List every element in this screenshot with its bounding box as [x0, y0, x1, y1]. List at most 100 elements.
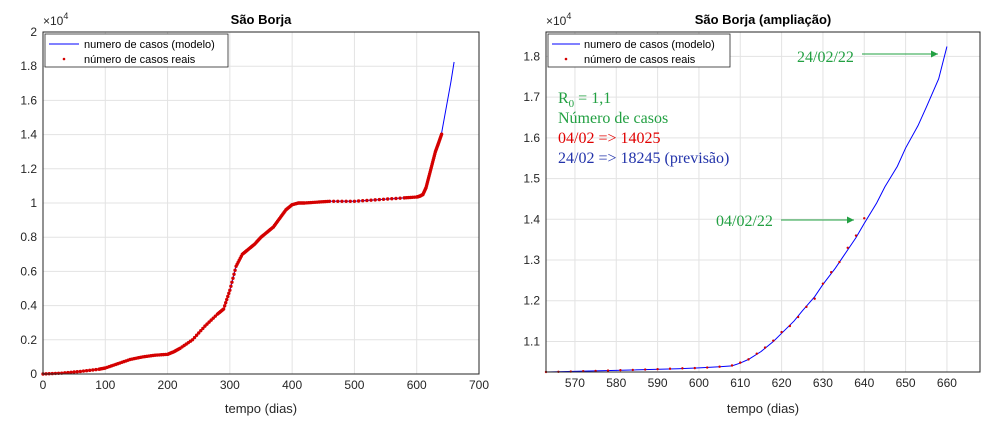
data-point-real	[91, 368, 95, 372]
x-tick-label: 590	[648, 376, 668, 390]
y-tick-label: 1.4	[20, 128, 37, 142]
x-axis-label: tempo (dias)	[225, 401, 297, 416]
data-point-real	[772, 339, 775, 342]
x-tick-label: 600	[689, 376, 709, 390]
legend-box	[44, 33, 229, 68]
data-point-real	[863, 217, 866, 220]
x-tick-label: 400	[282, 378, 302, 392]
y-tick-label: 1.8	[523, 49, 540, 63]
data-point-real	[377, 197, 382, 202]
data-point-real	[369, 198, 373, 202]
data-point-real	[656, 367, 659, 371]
data-point-real	[66, 370, 70, 375]
data-point-real	[854, 234, 858, 237]
data-point-real	[747, 358, 750, 361]
y-tick-label: 1.3	[523, 253, 540, 267]
data-point-real	[348, 199, 352, 203]
data-point-real	[94, 367, 98, 372]
y-exponent-label: ×104	[546, 11, 571, 28]
legend-marker-real	[62, 57, 66, 61]
data-point-real	[631, 368, 634, 372]
data-point-real	[813, 297, 816, 300]
data-point-real	[788, 324, 792, 328]
data-point-real	[398, 196, 402, 200]
data-point-real	[830, 271, 833, 274]
data-point-real	[356, 199, 361, 203]
data-point-real	[331, 199, 336, 203]
legend-entry-real: número de casos reais	[84, 54, 196, 66]
data-point-real	[373, 198, 377, 202]
data-point-real	[381, 197, 386, 201]
data-point-real	[668, 367, 672, 370]
data-point-real	[190, 338, 195, 342]
series-layer	[544, 46, 948, 374]
y-tick-label: 1.4	[523, 212, 540, 226]
data-point-real	[72, 370, 76, 374]
chart-title: São Borja	[231, 12, 292, 27]
annotation-r0: R0 = 1,1	[558, 90, 611, 110]
data-point-real	[344, 199, 348, 203]
data-point-real	[78, 369, 83, 374]
annotation-date-0402: 04/02/22	[716, 213, 773, 230]
data-point-real	[194, 333, 199, 337]
data-point-real	[199, 328, 203, 333]
y-tick-label: 1.8	[20, 59, 37, 73]
data-point-real	[619, 368, 622, 372]
data-point-real	[197, 331, 201, 335]
data-point-real	[88, 368, 92, 373]
data-point-real	[232, 272, 236, 276]
x-axis-label: tempo (dias)	[727, 401, 799, 416]
data-point-real	[327, 199, 332, 203]
chart-title: São Borja (ampliação)	[695, 12, 832, 27]
data-point-real	[224, 301, 228, 305]
data-point-real	[755, 352, 758, 355]
data-point-real	[730, 364, 734, 367]
series-layer	[41, 61, 455, 376]
x-tick-label: 570	[565, 376, 585, 390]
data-point-real	[739, 361, 742, 364]
data-point-real	[221, 307, 226, 311]
chart-left: 0 100 200 300 400 500 600 700 0 0.2 0.4 0.6 0.8 1 1.2 1…	[20, 11, 489, 416]
annotation-cases-heading: Número de casos	[558, 110, 668, 127]
tick-labels: 0 100 200 300 400 500 600 700 0 0.2 0.4 0.6 0.8 1 1.2 1…	[20, 25, 489, 392]
x-tick-label: 500	[344, 378, 364, 392]
data-point-real	[222, 304, 227, 308]
x-tick-label: 610	[730, 376, 750, 390]
x-tick-label: 660	[937, 376, 957, 390]
y-tick-label: 1.6	[523, 131, 540, 145]
data-point-real	[53, 371, 58, 376]
y-tick-label: 0	[30, 367, 37, 381]
y-tick-label: 1.6	[20, 93, 37, 107]
data-point-real	[644, 368, 647, 371]
data-point-real	[75, 370, 79, 374]
annotation-cases-0402: 04/02 => 14025	[558, 130, 661, 147]
y-exponent-label: ×104	[43, 11, 68, 28]
data-point-real	[233, 268, 237, 272]
data-point-real	[846, 246, 849, 250]
y-tick-label: 2	[30, 25, 37, 39]
data-point-real	[231, 276, 235, 280]
x-tick-label: 600	[407, 378, 427, 392]
data-point-real	[763, 346, 767, 349]
data-point-real	[838, 260, 841, 264]
y-tick-label: 1.1	[523, 334, 540, 348]
data-point-real	[192, 335, 197, 340]
data-point-real	[706, 366, 709, 369]
data-point-real	[227, 291, 231, 296]
data-point-real	[84, 368, 89, 373]
chart-right: 570 580 590 600 610 620 630 640 650 660 1.1 1.2 1.3 1…	[523, 11, 981, 416]
data-point-real	[225, 297, 229, 302]
legend-entry-model: numero de casos (modelo)	[84, 39, 215, 51]
y-tick-label: 1.7	[523, 90, 540, 104]
data-point-real	[718, 365, 721, 368]
plot-frame	[545, 31, 981, 373]
data-point-real	[340, 199, 344, 203]
data-point-real	[385, 197, 390, 201]
x-tick-label: 650	[896, 376, 916, 390]
y-tick-label: 0.8	[20, 230, 37, 244]
x-tick-label: 640	[854, 376, 874, 390]
plot-area	[546, 32, 980, 372]
series-line-model	[545, 46, 948, 373]
x-tick-label: 630	[813, 376, 833, 390]
